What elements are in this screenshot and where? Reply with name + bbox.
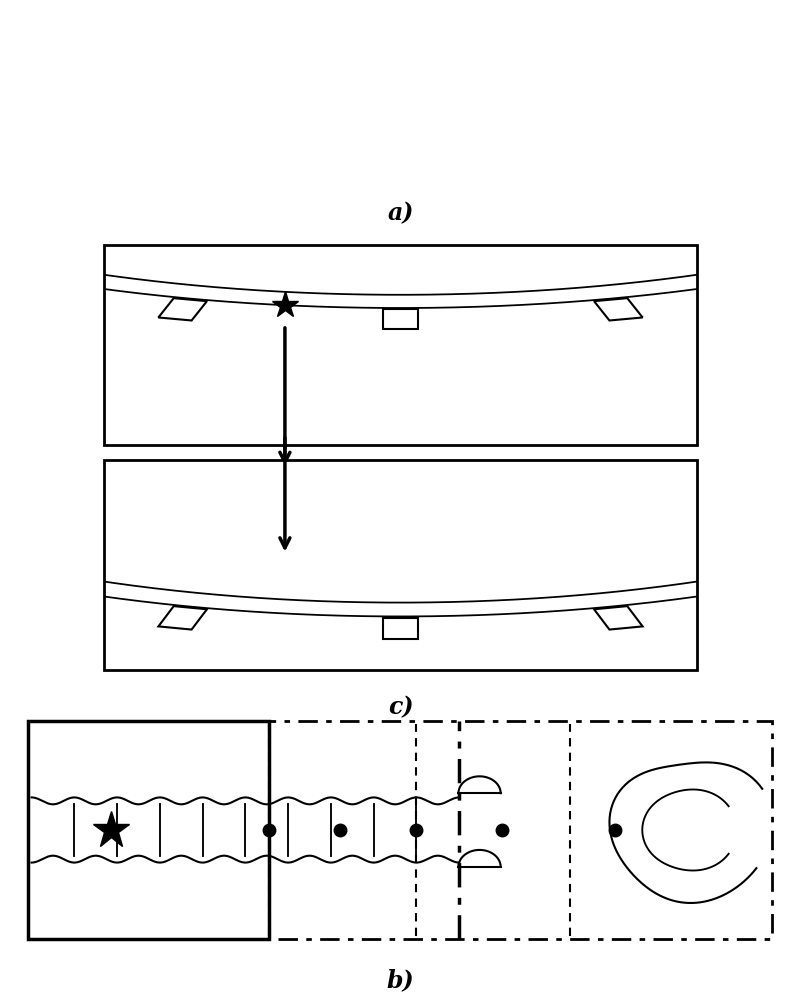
Polygon shape [0, 576, 10, 600]
Polygon shape [594, 606, 642, 630]
Polygon shape [159, 606, 207, 630]
Polygon shape [791, 269, 801, 293]
Polygon shape [594, 298, 642, 320]
Bar [28, 721, 269, 939]
Text: b): b) [387, 968, 414, 992]
Polygon shape [384, 309, 417, 329]
Text: a): a) [388, 201, 413, 225]
Polygon shape [0, 269, 10, 293]
Polygon shape [384, 617, 417, 638]
Text: c): c) [388, 695, 413, 719]
Polygon shape [791, 576, 801, 600]
Polygon shape [159, 298, 207, 320]
